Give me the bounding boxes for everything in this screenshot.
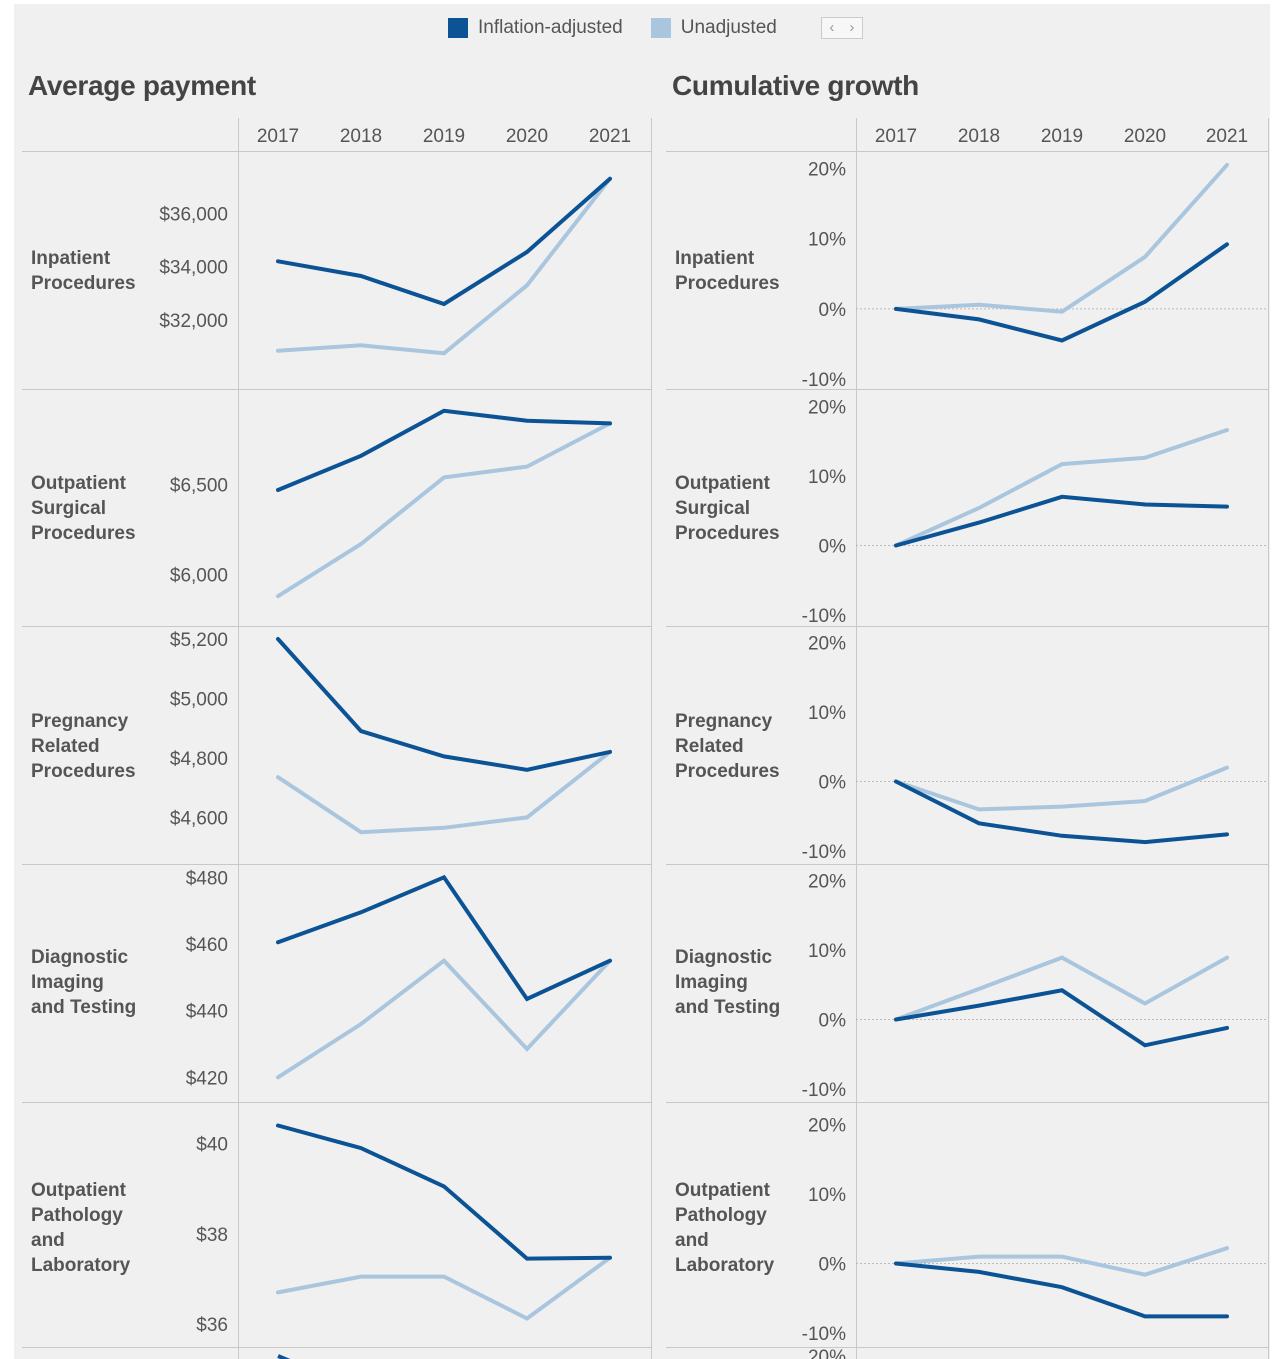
- series-line-unadjusted-0-0: [276, 176, 612, 356]
- y-tick-label: -10%: [802, 1324, 846, 1345]
- y-tick-label: 10%: [808, 467, 846, 488]
- legend-label-adjusted: Inflation-adjusted: [478, 17, 623, 38]
- y-tick-label: 10%: [808, 941, 846, 962]
- series-line-adjusted-2-1: [894, 779, 1229, 845]
- series-line-unadjusted-4-0: [276, 1255, 612, 1321]
- row-label: Outpatient Surgical Procedures: [675, 473, 780, 544]
- legend-swatch-adjusted: [448, 18, 468, 38]
- y-tick-label: $480: [186, 868, 228, 889]
- series-line-unadjusted-1-1: [894, 428, 1229, 548]
- year-label-2019-0: 2019: [423, 126, 465, 147]
- series-line-unadjusted-3-1: [894, 955, 1229, 1022]
- y-tick-label: $420: [186, 1068, 228, 1089]
- next-row-tick-fragment: 20%: [808, 1347, 846, 1359]
- legend-item-adjusted[interactable]: Inflation-adjusted: [448, 17, 623, 39]
- y-tick-label: 0%: [819, 300, 847, 321]
- series-line-unadjusted-2-0: [276, 749, 612, 835]
- y-tick-label: $36,000: [159, 204, 228, 225]
- y-tick-label: 10%: [808, 703, 846, 724]
- legend-swatch-unadjusted: [650, 18, 671, 38]
- year-label-2021-1: 2021: [1206, 126, 1248, 147]
- row-label: Pregnancy Related Procedures: [31, 711, 136, 782]
- panel-title-average-payment: Average payment: [28, 70, 256, 101]
- series-line-adjusted-0-0: [276, 176, 612, 307]
- y-tick-label: 10%: [808, 230, 846, 251]
- y-tick-label: 0%: [819, 773, 847, 794]
- year-label-2020-1: 2020: [1124, 126, 1166, 147]
- year-label-2020-0: 2020: [506, 126, 548, 147]
- series-line-unadjusted-0-1: [894, 162, 1229, 314]
- row-label: Pregnancy Related Procedures: [675, 711, 780, 782]
- chevron-left-icon[interactable]: ‹: [829, 19, 835, 36]
- y-tick-label: 20%: [808, 1115, 846, 1136]
- dashboard-frame: [14, 4, 1270, 1359]
- y-tick-label: $40: [196, 1135, 228, 1156]
- y-tick-label: $36: [196, 1315, 228, 1336]
- series-line-adjusted-3-0: [276, 874, 612, 1002]
- series-line-adjusted-1-0: [276, 408, 612, 492]
- y-tick-label: 20%: [808, 397, 846, 418]
- y-tick-label: -10%: [802, 1080, 846, 1101]
- row-label: Diagnostic Imaging and Testing: [675, 947, 781, 1018]
- series-line-adjusted-4-0: [276, 1123, 612, 1261]
- y-tick-label: 10%: [808, 1185, 846, 1206]
- y-tick-label: $440: [186, 1002, 228, 1023]
- y-tick-label: -10%: [802, 606, 846, 627]
- year-label-2019-1: 2019: [1041, 126, 1083, 147]
- series-line-unadjusted-4-1: [894, 1246, 1229, 1277]
- legend: Inflation-adjusted Unadjusted ‹ ›: [448, 14, 863, 42]
- series-line-adjusted-3-1: [894, 988, 1229, 1048]
- year-label-2021-0: 2021: [589, 126, 631, 147]
- y-tick-label: $460: [186, 935, 228, 956]
- chevron-right-icon[interactable]: ›: [849, 19, 855, 36]
- series-line-unadjusted-2-1: [894, 765, 1229, 812]
- legend-pager: ‹ ›: [820, 17, 863, 39]
- year-label-2018-1: 2018: [958, 126, 1000, 147]
- y-tick-label: 0%: [819, 1011, 847, 1032]
- row-label: Inpatient Procedures: [675, 248, 780, 294]
- row-label: Outpatient Pathology and Laboratory: [31, 1180, 131, 1276]
- y-tick-label: $6,500: [170, 476, 228, 497]
- y-tick-label: 20%: [808, 633, 846, 654]
- y-tick-label: $4,800: [170, 749, 228, 770]
- legend-label-unadjusted: Unadjusted: [680, 17, 777, 38]
- series-line-adjusted-1-1: [894, 494, 1229, 548]
- y-tick-label: 0%: [819, 537, 847, 558]
- row-label: Inpatient Procedures: [31, 248, 136, 294]
- year-label-2018-0: 2018: [340, 126, 382, 147]
- y-tick-label: $5,000: [170, 689, 228, 710]
- year-label-2017-0: 2017: [257, 126, 299, 147]
- y-tick-label: 0%: [819, 1255, 847, 1276]
- row-label: Diagnostic Imaging and Testing: [31, 947, 137, 1018]
- year-label-2017-1: 2017: [875, 126, 917, 147]
- y-tick-label: $4,600: [170, 808, 228, 829]
- y-tick-label: 20%: [808, 159, 846, 180]
- y-tick-label: $38: [196, 1225, 228, 1246]
- y-tick-label: $32,000: [159, 311, 228, 332]
- series-line-unadjusted-3-0: [276, 958, 612, 1080]
- y-tick-label: -10%: [802, 370, 846, 391]
- panel-title-cumulative-growth: Cumulative growth: [672, 70, 919, 101]
- legend-item-unadjusted[interactable]: Unadjusted: [650, 17, 777, 39]
- y-tick-label: $34,000: [159, 258, 228, 279]
- series-line-unadjusted-1-0: [276, 421, 612, 599]
- y-tick-label: -10%: [802, 842, 846, 863]
- row-label: Outpatient Pathology and Laboratory: [675, 1180, 775, 1276]
- y-tick-label: $5,200: [170, 630, 228, 651]
- row-label: Outpatient Surgical Procedures: [31, 473, 136, 544]
- series-line-adjusted-4-1: [894, 1261, 1229, 1319]
- series-line-adjusted-0-1: [894, 242, 1229, 343]
- y-tick-label: $6,000: [170, 566, 228, 587]
- y-tick-label: 20%: [808, 871, 846, 892]
- series-line-adjusted-2-0: [276, 637, 612, 772]
